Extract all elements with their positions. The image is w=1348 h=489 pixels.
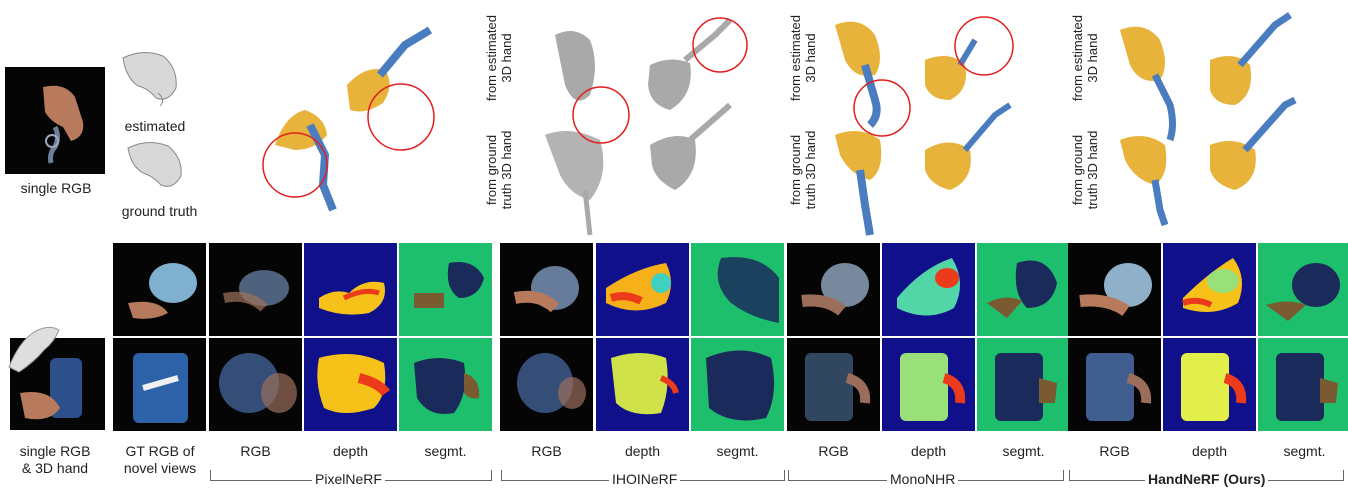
estimated-label: estimated <box>124 118 186 134</box>
highlight-circle <box>692 17 748 73</box>
ihoinerf-seg-1 <box>691 243 784 336</box>
mononhr-seg-1 <box>977 243 1070 336</box>
method-label-pixelnerf: PixelNeRF <box>312 471 385 487</box>
handnerf-depth-2 <box>1163 338 1256 431</box>
mononhr-seg-2 <box>977 338 1070 431</box>
input-label: single RGB <box>20 180 92 196</box>
col-label-segmt: segmt. <box>424 443 467 459</box>
handnerf-depth-1 <box>1163 243 1256 336</box>
col-label-depth: depth <box>1191 443 1228 459</box>
can-in-hand-illustration <box>20 358 82 420</box>
gt-rgb-view-1 <box>113 243 206 336</box>
ours-from-gt-label: from ground truth 3D hand <box>1070 130 1100 210</box>
pixelnerf-reconstruction <box>262 26 435 212</box>
ihoi-from-gt-label: from ground truth 3D hand <box>484 130 514 210</box>
ground-truth-label: ground truth <box>121 203 198 219</box>
highlight-circle <box>572 86 630 144</box>
highlight-circle <box>853 79 911 137</box>
mononhr-depth-2 <box>882 338 975 431</box>
input-3d-hand-overlay <box>8 326 60 373</box>
highlight-circle <box>367 83 435 151</box>
ground-truth-hand-mesh <box>127 142 182 187</box>
col-label-segmt: segmt. <box>1002 443 1045 459</box>
method-label-handnerf: HandNeRF (Ours) <box>1145 471 1269 487</box>
col-label-rgb: RGB <box>240 443 271 459</box>
col-label-segmt: segmt. <box>1283 443 1326 459</box>
gt-can-view-2 <box>133 353 188 423</box>
method-label-mononhr: MonoNHR <box>887 471 959 487</box>
gt-rgb-view-2 <box>113 338 206 431</box>
ihoinerf-depth-1 <box>596 243 689 336</box>
ihoinerf-reconstruction <box>545 17 748 236</box>
col-label-rgb: RGB <box>1099 443 1130 459</box>
highlight-circle <box>262 132 328 198</box>
col-label-depth: depth <box>332 443 369 459</box>
mono-from-gt-label: from ground truth 3D hand <box>788 130 818 210</box>
mononhr-reconstruction <box>835 16 1014 236</box>
col-label-rgb: RGB <box>818 443 849 459</box>
pixelnerf-depth-1 <box>304 243 397 336</box>
pixelnerf-depth-2 <box>304 338 397 431</box>
pixelnerf-seg-1 <box>399 243 492 336</box>
highlight-circle <box>954 16 1014 76</box>
method-label-ihoinerf: IHOINeRF <box>609 471 681 487</box>
handnerf-reconstruction <box>1120 12 1297 227</box>
ihoi-from-estimated-label: from estimated 3D hand <box>484 15 514 101</box>
input-hand-illustration <box>43 85 84 164</box>
pixelnerf-seg-2 <box>399 338 492 431</box>
ihoinerf-rgb-2 <box>500 338 593 431</box>
mononhr-rgb-1 <box>787 243 880 336</box>
mononhr-rgb-2 <box>787 338 880 431</box>
gt-can-view-1 <box>128 263 197 319</box>
gt-rgb-label: GT RGB of novel views <box>123 443 197 476</box>
ihoinerf-seg-2 <box>691 338 784 431</box>
estimated-hand-mesh <box>122 52 177 107</box>
col-label-segmt: segmt. <box>716 443 759 459</box>
handnerf-rgb-1 <box>1068 243 1161 336</box>
handnerf-seg-1 <box>1258 243 1348 336</box>
mononhr-depth-1 <box>882 243 975 336</box>
col-label-rgb: RGB <box>531 443 562 459</box>
ihoinerf-rgb-1 <box>500 243 593 336</box>
ours-from-estimated-label: from estimated 3D hand <box>1070 15 1100 101</box>
handnerf-rgb-2 <box>1068 338 1161 431</box>
input-rgb-image <box>5 67 105 174</box>
col-label-depth: depth <box>624 443 661 459</box>
pixelnerf-rgb-1 <box>209 243 302 336</box>
ihoinerf-depth-2 <box>596 338 689 431</box>
handnerf-seg-2 <box>1258 338 1348 431</box>
mono-from-estimated-label: from estimated 3D hand <box>788 15 818 101</box>
pixelnerf-rgb-2 <box>209 338 302 431</box>
bottom-input-label: single RGB & 3D hand <box>19 443 91 476</box>
col-label-depth: depth <box>910 443 947 459</box>
